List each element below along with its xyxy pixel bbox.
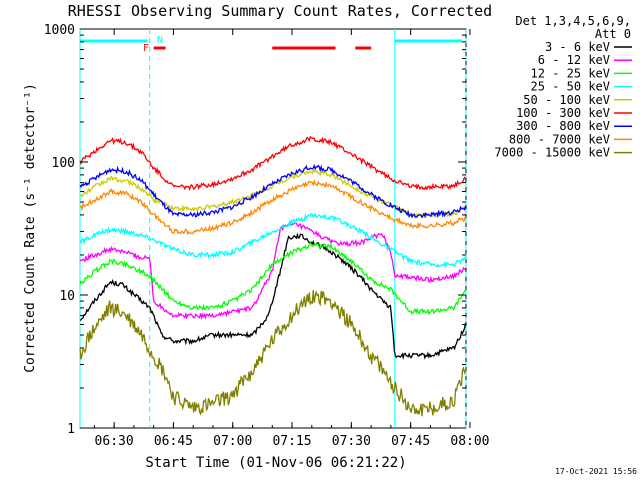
legend-label: 7000 - 15000 keV	[494, 146, 610, 160]
x-tick-label: 06:30	[95, 434, 134, 449]
legend-header-line-1: Det 1,3,4,5,6,9,	[515, 14, 631, 28]
x-tick-label: 06:45	[154, 434, 193, 449]
y-tick-label: 1	[67, 422, 75, 437]
series-line	[79, 221, 466, 321]
flag-n-label: N	[157, 35, 163, 46]
series-group	[79, 135, 467, 417]
legend-label: 50 - 100 keV	[523, 93, 610, 107]
x-tick-label: 07:30	[332, 434, 371, 449]
legend-label: 3 - 6 keV	[545, 40, 610, 54]
y-axis-title: Corrected Count Rate (s⁻¹ detector⁻¹)	[23, 83, 38, 373]
chart-title: RHESSI Observing Summary Count Rates, Co…	[68, 2, 492, 20]
series-line	[79, 135, 467, 192]
series-line	[79, 163, 467, 219]
x-tick-label: 07:00	[213, 434, 252, 449]
legend-label: 12 - 25 keV	[531, 66, 610, 80]
series-line	[79, 212, 467, 270]
axes: 06:30 06:45 07:00 07:15 07:30 07:45 08:00 1 10 10…	[44, 23, 490, 449]
series-line	[79, 241, 467, 316]
legend-header-line-2: Att 0	[595, 27, 631, 41]
flag-f-label: F	[143, 43, 149, 54]
y-tick-label: 10	[59, 289, 75, 304]
y-tick-label: 1000	[44, 23, 75, 38]
flag-bars	[80, 39, 463, 50]
legend-label: 300 - 800 keV	[516, 119, 610, 133]
series-line	[79, 232, 467, 361]
night-intervals	[79, 29, 467, 428]
series-line	[79, 168, 467, 220]
series-line	[79, 290, 467, 417]
legend-label: 25 - 50 keV	[531, 80, 610, 94]
legend-label: 100 - 300 keV	[516, 106, 610, 120]
x-tick-label: 07:45	[391, 434, 430, 449]
footer-date: 17-Oct-2021 15:56	[555, 467, 637, 476]
legend-label: 6 - 12 keV	[538, 53, 610, 67]
plot-frame	[79, 28, 467, 429]
y-tick-label: 100	[52, 156, 75, 171]
x-axis-title: Start Time (01-Nov-06 06:21:22)	[145, 455, 406, 471]
x-tick-label: 08:00	[450, 434, 489, 449]
legend-label: 800 - 7000 keV	[509, 132, 610, 146]
x-tick-label: 07:15	[272, 434, 311, 449]
series-line	[80, 178, 467, 236]
